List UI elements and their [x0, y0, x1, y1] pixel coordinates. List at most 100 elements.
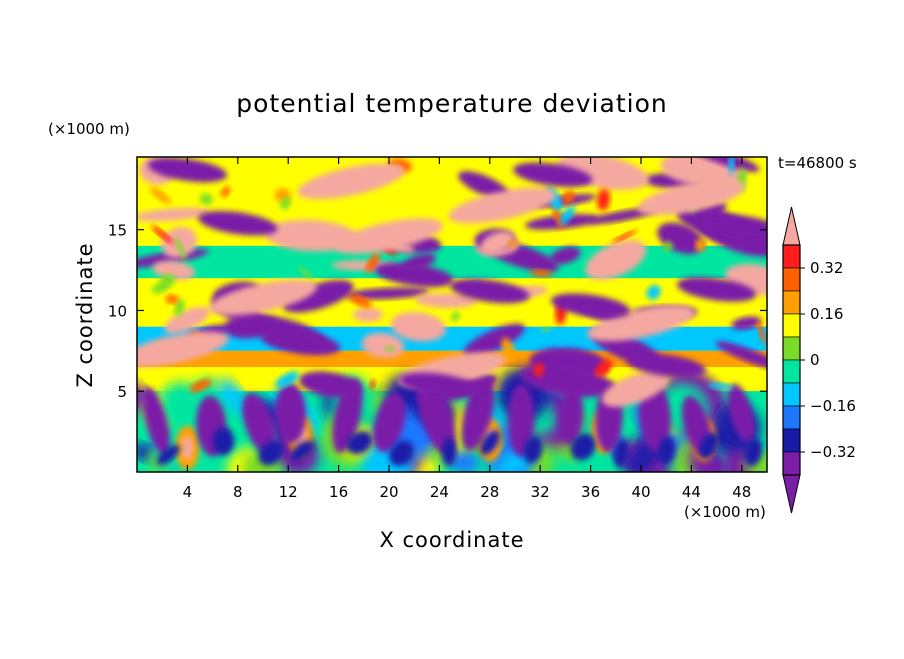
- field-patch: [198, 210, 278, 236]
- field-patch: [731, 316, 762, 330]
- field-patch: [463, 323, 525, 357]
- field-patch: [613, 439, 629, 468]
- field-patch: [450, 278, 530, 304]
- field-patch: [365, 251, 380, 274]
- colorbar-extend-top: [782, 206, 801, 246]
- field-patch: [258, 440, 284, 466]
- field-patch: [264, 219, 359, 252]
- field-patch: [646, 285, 661, 300]
- colorbar-segment: [782, 313, 801, 338]
- field-patch: [727, 383, 755, 443]
- y-tick-label: 5: [117, 383, 127, 401]
- field-patch: [513, 162, 593, 188]
- field-patch: [588, 208, 657, 224]
- field-patch: [562, 190, 575, 204]
- field-patch: [637, 179, 746, 216]
- field-band: [137, 245, 767, 279]
- field-patch: [297, 163, 406, 200]
- field-patch: [602, 370, 669, 407]
- field-patch: [275, 371, 299, 388]
- field-patch: [585, 239, 647, 280]
- field-patch: [299, 266, 314, 281]
- field-patch: [374, 262, 454, 288]
- field-patch: [369, 379, 376, 389]
- field-patch: [626, 353, 706, 378]
- field-patch: [290, 440, 315, 462]
- field-patch: [415, 293, 477, 308]
- colorbar-segment: [782, 405, 801, 430]
- field-patch: [390, 311, 446, 342]
- x-tick-label: 16: [329, 483, 348, 501]
- chart-title: potential temperature deviation: [236, 89, 667, 118]
- field-patch: [174, 236, 187, 260]
- field-patch: [626, 440, 659, 472]
- field-patch: [663, 241, 673, 252]
- colorbar-label: 0: [810, 351, 820, 369]
- y-axis-label: Z coordinate: [73, 242, 97, 387]
- field-patch: [448, 187, 557, 224]
- heatmap-field: [137, 157, 767, 472]
- x-axis: 4 8 12 16 20 24 28 32 36 40 44 48: [183, 157, 751, 501]
- field-patch: [156, 444, 180, 466]
- y-tick-label: 15: [108, 222, 127, 240]
- field-patch: [261, 330, 341, 356]
- field-patch: [744, 438, 763, 467]
- field-patch: [299, 371, 362, 398]
- field-patch: [529, 269, 553, 277]
- x-tick-label: 8: [233, 483, 243, 501]
- colorbar-segment: [782, 451, 801, 476]
- field-patch: [164, 306, 210, 334]
- field-patch: [137, 207, 210, 222]
- field-patch: [199, 193, 213, 205]
- colorbar-segment: [782, 267, 801, 292]
- field-patch: [587, 305, 695, 342]
- field-patch: [212, 427, 235, 456]
- field-patch: [595, 359, 613, 377]
- field-patch: [707, 382, 734, 390]
- field-patch: [346, 431, 373, 455]
- field-patch: [274, 382, 306, 444]
- field-patch: [222, 313, 279, 339]
- field-patch: [137, 331, 229, 368]
- colorbar-segment: [782, 290, 801, 315]
- field-patch: [523, 435, 543, 464]
- field-patch: [349, 294, 372, 308]
- field-patch: [147, 157, 228, 183]
- x-tick-label: 20: [379, 483, 398, 501]
- field-patch: [558, 341, 568, 347]
- x-unit-label: (×1000 m): [684, 503, 766, 521]
- field-patch: [142, 387, 170, 456]
- field-patch: [559, 384, 583, 444]
- colorbar-label: −0.16: [810, 397, 856, 415]
- colorbar: 0.32 0.16 0 −0.16 −0.32: [782, 206, 856, 514]
- field-patch: [676, 277, 757, 302]
- x-tick-label: 24: [430, 483, 449, 501]
- field-patch: [541, 326, 551, 333]
- colorbar-label: −0.32: [810, 443, 856, 461]
- y-axis: 5 10 15: [108, 222, 767, 401]
- field-patch: [442, 438, 457, 467]
- colorbar-segment: [782, 359, 801, 384]
- field-patch: [373, 392, 406, 452]
- field-patch: [151, 225, 174, 244]
- colorbar-segment: [782, 336, 801, 361]
- x-tick-label: 44: [682, 483, 701, 501]
- colorbar-label: 0.32: [810, 259, 843, 277]
- colorbar-segment: [782, 428, 801, 453]
- field-patch: [549, 246, 581, 265]
- field-patch: [698, 432, 719, 459]
- x-tick-label: 28: [480, 483, 499, 501]
- field-patch: [480, 430, 500, 456]
- x-tick-label: 36: [581, 483, 600, 501]
- field-patch: [450, 311, 461, 322]
- field-patch: [280, 197, 291, 210]
- field-patch: [658, 436, 676, 465]
- field-patch: [174, 298, 185, 316]
- field-patch: [480, 231, 515, 255]
- field-patch: [757, 320, 766, 345]
- field-patch: [389, 440, 414, 467]
- field-patch: [507, 384, 535, 458]
- time-label: t=46800 s: [778, 154, 857, 172]
